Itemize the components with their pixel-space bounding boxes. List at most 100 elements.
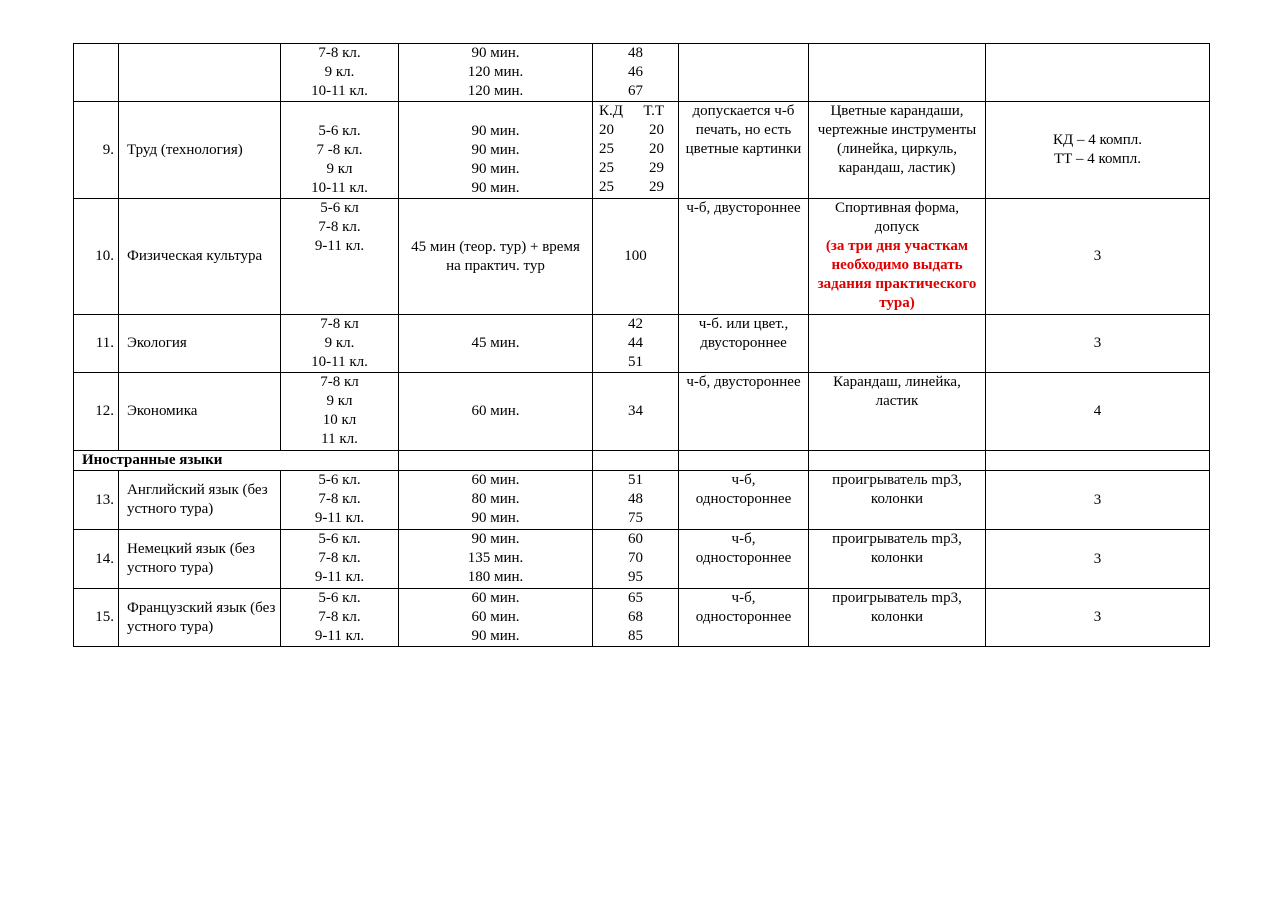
cell-text: 9. (102, 141, 114, 158)
cell-text: 10 кл (322, 412, 357, 428)
table-row: 9. Труд (технология) 5-6 кл. 7 -8 кл. 9 кл 10… (73, 101, 1210, 199)
max-points: 34 (592, 372, 679, 451)
cell-text: 85 (628, 628, 643, 644)
cell-text: 3 (1093, 248, 1102, 264)
cell-text: 7-8 кл. (318, 45, 361, 61)
cell-text: 13. (95, 491, 114, 508)
max-points: 100 (592, 198, 679, 315)
cell-text: 90 мин. (471, 161, 520, 177)
max-points: 65 68 85 (592, 588, 679, 647)
table-row: 15. Французский язык (без устного тура) 5-… (73, 588, 1210, 647)
cell-text: 10. (95, 248, 114, 264)
cell-text: ч-б, одностороннее (695, 590, 792, 625)
cell-text: 120 мин. (467, 64, 524, 80)
cell-text: допускается ч-б печать, но есть цветные … (685, 103, 802, 157)
cell-text: ТТ – 4 компл. (1053, 151, 1142, 167)
points-pair: 25 29 (597, 178, 674, 197)
cell-text: 25 (599, 141, 614, 157)
max-points: 60 70 95 (592, 529, 679, 589)
cell-text: 90 мин. (471, 45, 520, 61)
grades: 5-6 кл. 7-8 кл. 9-11 кл. (280, 470, 399, 530)
duration: 45 мин (теор. тур) + время на практич. т… (398, 198, 593, 315)
materials (808, 314, 986, 373)
cell-text: проигрыватель mp3, колонки (832, 531, 962, 566)
cell-text: 9-11 кл. (314, 238, 365, 254)
empty-cell (398, 450, 593, 471)
cell-text: проигрыватель mp3, колонки (832, 472, 962, 507)
row-number: 14. (73, 529, 119, 589)
duration: 90 мин. 90 мин. 90 мин. 90 мин. (398, 101, 593, 199)
cell-text: Иностранные языки (82, 452, 223, 468)
cell-text: 9-11 кл. (314, 569, 365, 585)
print-format: допускается ч-б печать, но есть цветные … (678, 101, 809, 199)
cell-text: 25 (599, 179, 614, 195)
cell-text: 135 мин. (467, 550, 524, 566)
cell-text: 10-11 кл. (311, 83, 368, 99)
cell-text: ч-б, двустороннее (686, 200, 801, 216)
cell-text: 7 -8 кл. (316, 142, 363, 158)
cell-text: 100 (624, 248, 647, 264)
empty-cell (985, 450, 1210, 471)
empty-cell (678, 450, 809, 471)
cell-text: проигрыватель mp3, колонки (832, 590, 962, 625)
cell-text: 3 (1093, 335, 1102, 351)
table-row: 13. Английский язык (без устного тура) 5-6… (73, 470, 1210, 530)
cell-text: 42 (628, 316, 643, 332)
cell-text: 11 кл. (321, 431, 358, 447)
cell-text: 120 мин. (467, 83, 524, 99)
grades: 7-8 кл 9 кл 10 кл 11 кл. (280, 372, 399, 451)
row-number: 13. (73, 470, 119, 530)
task-sets: 3 (985, 529, 1210, 589)
cell-text: 60 мин. (471, 609, 520, 625)
cell-text: 12. (95, 403, 114, 419)
cell-text: Труд (технология) (127, 141, 243, 158)
cell-text: 51 (628, 354, 643, 370)
table-row: 11. Экология 7-8 кл 9 кл. 10-11 кл. 45 мин. 42… (73, 314, 1210, 373)
table-row: 14. Немецкий язык (без устного тура) 5-6 к… (73, 529, 1210, 589)
cell-text: Спортивная форма, допуск (834, 200, 960, 235)
materials: Карандаш, линейка, ластик (808, 372, 986, 451)
subject-name: Физическая культура (118, 198, 281, 315)
table-row: 10. Физическая культура 5-6 кл 7-8 кл. 9-11 … (73, 198, 1210, 315)
cell-text: 4 (1093, 403, 1102, 419)
cell-text: ч-б, одностороннее (695, 472, 792, 507)
materials: Спортивная форма, допуск (за три дня учас… (808, 198, 986, 315)
materials (808, 43, 986, 102)
max-points: 48 46 67 (592, 43, 679, 102)
cell-text: 60 (628, 531, 643, 547)
cell-text: Цветные карандаши, чертежные инструменты… (817, 103, 977, 176)
cell-text: 7-8 кл. (318, 550, 361, 566)
subject-name: Английский язык (без устного тура) (118, 470, 281, 530)
empty-cell (808, 450, 986, 471)
task-sets: 3 (985, 470, 1210, 530)
row-number: 12. (73, 372, 119, 451)
row-number: 15. (73, 588, 119, 647)
cell-text: ч-б, одностороннее (695, 531, 792, 566)
cell-text: Экономика (127, 403, 198, 419)
cell-text: 10-11 кл. (311, 180, 368, 196)
cell-text: 20 (649, 122, 664, 138)
duration: 90 мин. 135 мин. 180 мин. (398, 529, 593, 589)
print-format: ч-б, одностороннее (678, 529, 809, 589)
cell-text: 29 (649, 179, 664, 195)
task-sets: 3 (985, 314, 1210, 373)
cell-text: 9 кл. (324, 335, 355, 351)
cell-text: 48 (628, 491, 643, 507)
cell-text: Экология (127, 335, 187, 351)
cell-text: 7-8 кл. (318, 219, 361, 235)
cell-text: 11. (95, 335, 114, 351)
grades: 5-6 кл. 7 -8 кл. 9 кл 10-11 кл. (280, 101, 399, 199)
cell-text: 3 (1093, 491, 1102, 508)
cell-text: КД – 4 компл. (1053, 132, 1142, 148)
subject-name: Немецкий язык (без устного тура) (118, 529, 281, 589)
grades: 5-6 кл. 7-8 кл. 9-11 кл. (280, 588, 399, 647)
cell-text: 20 (649, 141, 664, 157)
row-number (73, 43, 119, 102)
print-format: ч-б, одностороннее (678, 470, 809, 530)
olympiad-table: 7-8 кл. 9 кл. 10-11 кл. 90 мин. 120 мин. 120 … (73, 43, 1210, 647)
cell-text: 9 кл (326, 393, 353, 409)
cell-text: ч-б. или цвет., двустороннее (698, 316, 789, 351)
duration: 45 мин. (398, 314, 593, 373)
print-format: ч-б, двустороннее (678, 198, 809, 315)
cell-text: 5-6 кл. (318, 531, 361, 547)
